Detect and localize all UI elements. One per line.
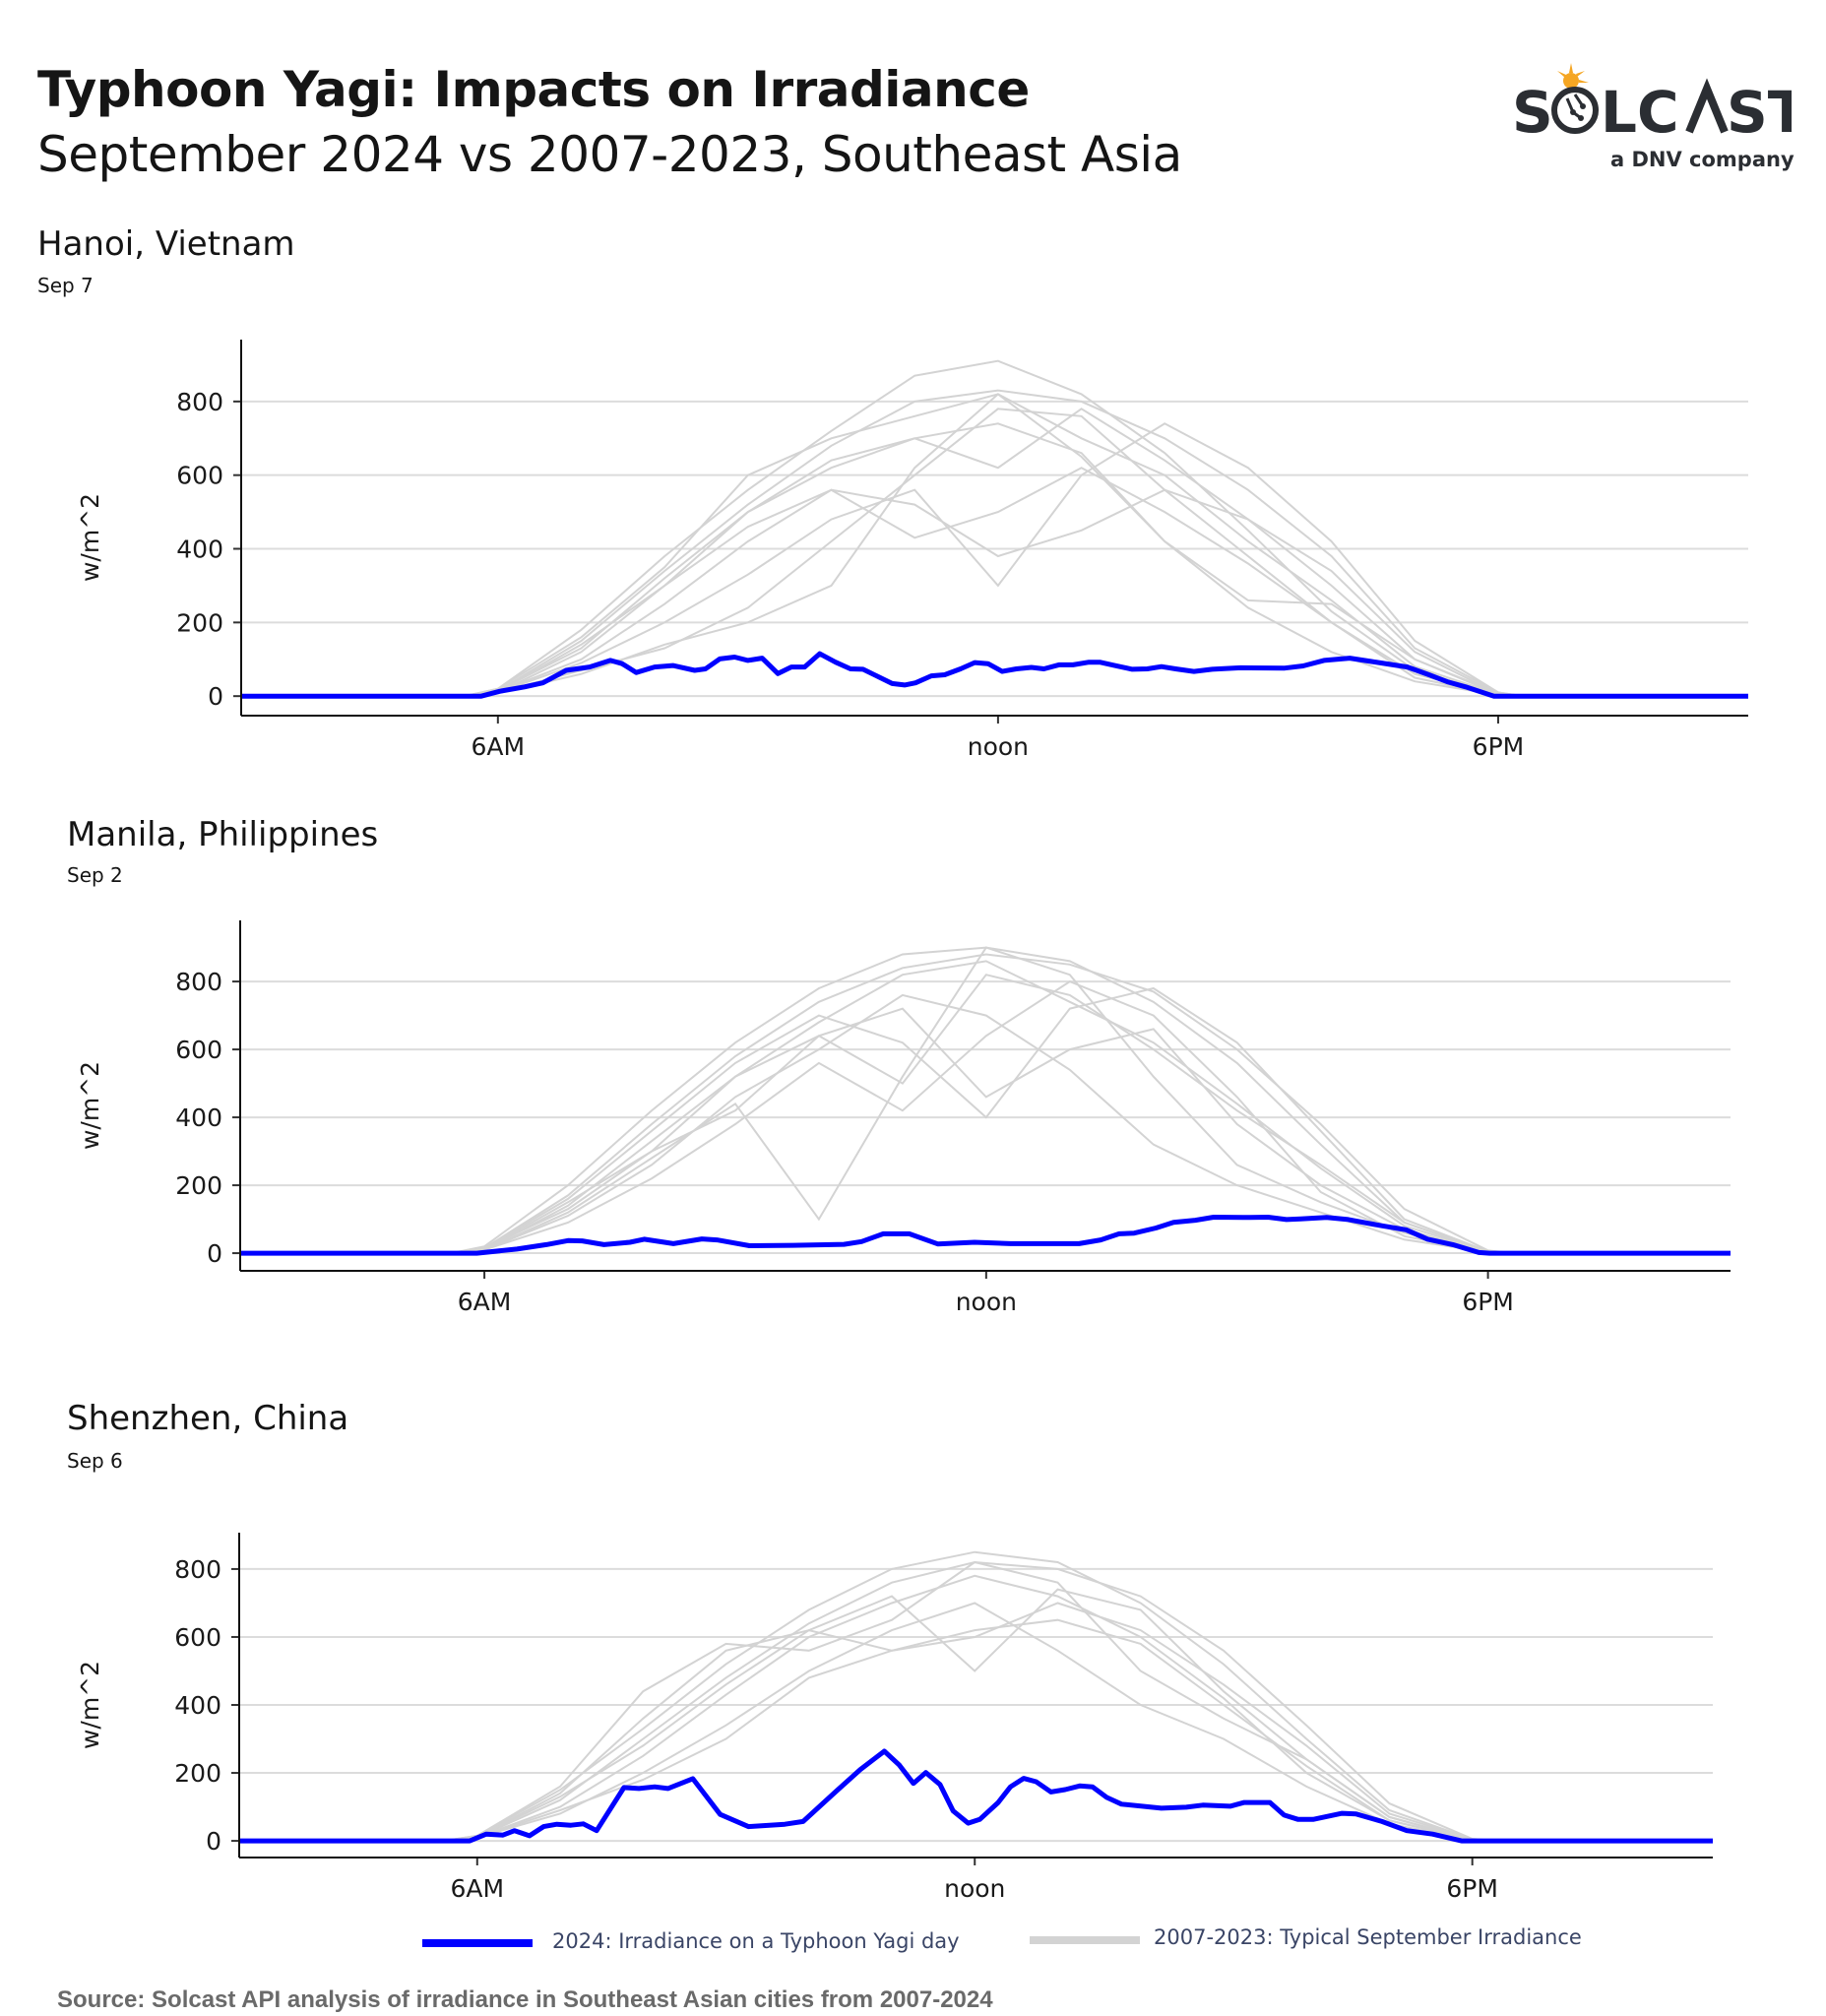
typical-series-line-6 — [450, 1007, 1514, 1255]
y-axis-label: w/m^2 — [76, 1061, 104, 1150]
typical-series-line-6 — [464, 488, 1524, 698]
typical-series-line-4 — [450, 986, 1514, 1255]
svg-text:LC: LC — [1601, 79, 1679, 136]
typical-series-line-7 — [464, 393, 1524, 698]
chart-title-hanoi: Hanoi, Vietnam — [37, 224, 295, 264]
typical-series-line-1 — [443, 1550, 1498, 1843]
chart-date-shenzhen: Sep 6 — [67, 1449, 123, 1473]
typical-series-line-5 — [450, 946, 1514, 1255]
y-tick-label: 0 — [207, 1239, 222, 1268]
y-tick-label: 600 — [176, 462, 223, 490]
x-tick-label: 6AM — [450, 1874, 504, 1903]
typical-series-line-2 — [464, 389, 1524, 698]
chart-shenzhen: 0 200 400 600 800 6AM noon 6PM w/m^2 — [76, 1533, 1713, 1903]
y-tick-label: 0 — [206, 1827, 221, 1856]
y-tick-label: 400 — [175, 1103, 222, 1132]
x-tick-label: 6PM — [1473, 732, 1525, 761]
legend-label-2024: 2024: Irradiance on a Typhoon Yagi day — [552, 1929, 960, 1953]
typical-series-line-2 — [450, 953, 1514, 1255]
typical-series-line-7 — [450, 993, 1514, 1255]
x-tick-label: 6AM — [472, 732, 526, 761]
chart-title-shenzhen: Shenzhen, China — [67, 1399, 349, 1438]
x-tick-label: noon — [968, 732, 1029, 761]
y-tick-label: 800 — [175, 968, 222, 996]
x-tick-label: 6PM — [1462, 1288, 1514, 1316]
typical-series-line-4 — [443, 1574, 1498, 1843]
chart-date-hanoi: Sep 7 — [37, 274, 94, 297]
solcast-logo-mark: S LC ST — [1512, 63, 1792, 136]
typical-series-line-8 — [450, 960, 1514, 1255]
typical-series-line-7 — [443, 1588, 1498, 1843]
x-tick-label: noon — [956, 1288, 1017, 1316]
typical-series-line-9 — [450, 979, 1514, 1255]
chart-hanoi: 0 200 400 600 800 6AM noon 6PM w/m^2 — [76, 340, 1748, 761]
y-tick-label: 200 — [175, 1171, 222, 1200]
y-tick-label: 400 — [176, 536, 223, 564]
svg-text:S: S — [1512, 79, 1553, 136]
chart-date-manila: Sep 2 — [67, 863, 123, 887]
legend-swatch-typical — [1030, 1936, 1140, 1944]
typical-series-line-3 — [464, 408, 1524, 698]
typical-series-line-3 — [443, 1602, 1498, 1843]
chart-manila: 0 200 400 600 800 6AM noon 6PM w/m^2 — [76, 920, 1731, 1316]
typical-series-line-5 — [464, 422, 1524, 698]
y-axis-label: w/m^2 — [76, 493, 104, 582]
plot-area — [239, 1550, 1713, 1844]
y-tick-label: 800 — [176, 388, 223, 416]
typhoon-2024-line — [240, 1215, 1731, 1256]
y-tick-label: 800 — [174, 1555, 221, 1584]
legend-label-typical: 2007-2023: Typical September Irradiance — [1154, 1925, 1582, 1949]
typical-series-line-8 — [464, 422, 1524, 698]
plot-area — [241, 359, 1748, 699]
typical-series-line-10 — [464, 467, 1524, 698]
page-title: Typhoon Yagi: Impacts on Irradiance — [37, 61, 1030, 118]
x-tick-label: 6AM — [458, 1288, 512, 1316]
logo-tagline: a DNV company — [1610, 148, 1795, 171]
sun-icon — [1557, 63, 1589, 89]
plot-area — [240, 946, 1731, 1256]
y-tick-label: 0 — [208, 682, 223, 711]
svg-text:ST: ST — [1727, 79, 1792, 136]
typical-series-line-4 — [464, 393, 1524, 698]
y-tick-label: 200 — [176, 608, 223, 637]
typhoon-2024-line — [241, 651, 1748, 699]
typical-series-line-8 — [443, 1618, 1498, 1843]
typhoon-2024-line — [239, 1748, 1713, 1844]
legend-swatch-2024 — [422, 1939, 533, 1947]
page-subtitle: September 2024 vs 2007-2023, Southeast A… — [37, 126, 1182, 183]
x-tick-label: 6PM — [1446, 1874, 1498, 1903]
x-tick-label: noon — [944, 1874, 1005, 1903]
typical-series-line-6 — [443, 1602, 1498, 1843]
source-note: Source: Solcast API analysis of irradian… — [57, 1986, 993, 2013]
chart-title-manila: Manila, Philippines — [67, 815, 379, 854]
y-tick-label: 600 — [175, 1036, 222, 1064]
y-tick-label: 200 — [174, 1759, 221, 1788]
y-axis-label: w/m^2 — [76, 1661, 104, 1749]
typical-series-line-1 — [450, 946, 1514, 1255]
y-tick-label: 400 — [174, 1691, 221, 1720]
y-tick-label: 600 — [174, 1623, 221, 1652]
typical-series-line-1 — [464, 359, 1524, 698]
